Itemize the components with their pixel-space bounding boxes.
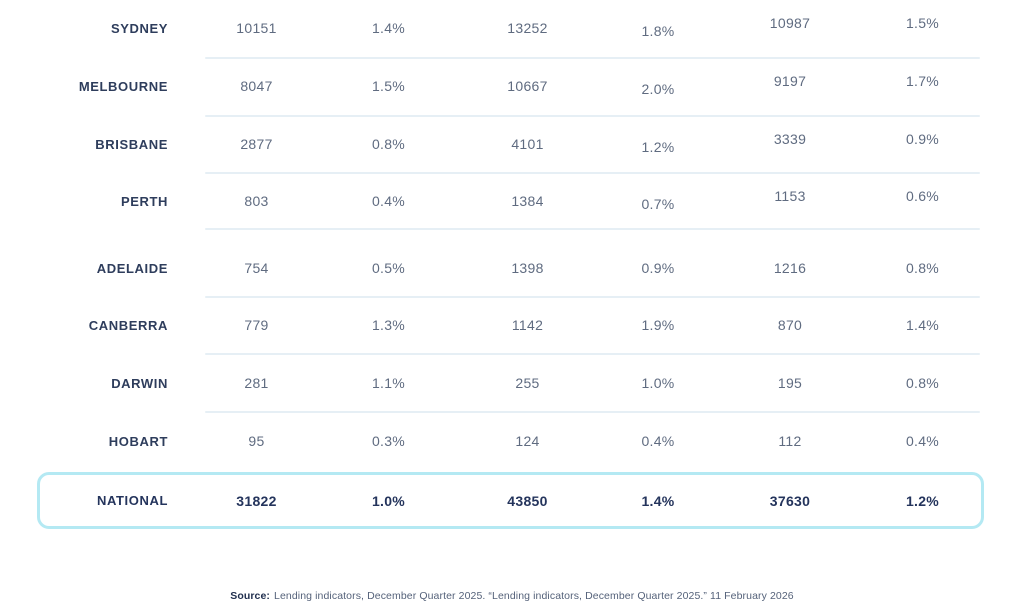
value-cell: 1.3%	[371, 317, 406, 333]
table-row-melbourne: MELBOURNE 8047 1.5% 10667 2.0% 9197 1.7%	[0, 58, 980, 114]
source-text: Lending indicators, December Quarter 202…	[274, 590, 794, 602]
city-label: CANBERRA	[88, 317, 168, 333]
value-cell: 10667	[507, 78, 548, 94]
value-cell: 0.9%	[641, 260, 675, 276]
value-cell: 10151	[236, 20, 277, 36]
value-cell: 8047	[240, 78, 273, 94]
city-label: DARWIN	[111, 375, 168, 391]
value-cell: 1398	[511, 260, 544, 276]
city-label: BRISBANE	[95, 136, 168, 152]
value-cell: 1.0%	[641, 375, 675, 391]
value-cell: 0.9%	[905, 131, 940, 147]
value-cell: 803	[244, 193, 269, 209]
value-cell: 195	[777, 375, 803, 391]
city-label: ADELAIDE	[96, 260, 168, 276]
value-cell: 255	[515, 375, 540, 391]
value-cell: 1216	[773, 260, 807, 276]
table-row-darwin: DARWIN 281 1.1% 255 1.0% 195 0.8%	[0, 355, 980, 411]
table-row-canberra: CANBERRA 779 1.3% 1142 1.9% 870 1.4%	[0, 297, 980, 353]
source-note: Source: Lending indicators, December Quar…	[0, 590, 1024, 602]
value-cell: 10987	[769, 15, 811, 31]
row-divider	[205, 411, 980, 413]
value-cell: 0.5%	[371, 260, 406, 276]
value-cell: 1384	[511, 193, 544, 209]
value-cell: 754	[244, 260, 269, 276]
value-cell: 0.3%	[371, 433, 406, 449]
row-divider	[205, 172, 980, 174]
table-row-national: NATIONAL 31822 1.0% 43850 1.4% 37630 1.2…	[0, 472, 980, 529]
value-cell: 0.7%	[641, 196, 675, 212]
value-cell: 0.8%	[905, 375, 940, 391]
value-cell: 1.9%	[641, 317, 675, 333]
city-label: NATIONAL	[97, 493, 168, 508]
row-divider	[205, 353, 980, 355]
value-cell: 1.4%	[905, 317, 940, 333]
value-cell: 779	[244, 317, 269, 333]
value-cell: 37630	[769, 492, 811, 509]
value-cell: 9197	[773, 73, 807, 89]
value-cell: 3339	[773, 131, 807, 147]
value-cell: 13252	[507, 20, 548, 36]
value-cell: 0.4%	[371, 193, 406, 209]
value-cell: 2.0%	[641, 81, 675, 97]
value-cell: 1.8%	[641, 23, 675, 39]
table-row-hobart: HOBART 95 0.3% 124 0.4% 112 0.4%	[0, 413, 980, 469]
value-cell: 1.5%	[905, 15, 940, 31]
row-divider	[205, 296, 980, 298]
value-cell: 4101	[511, 136, 544, 152]
table-row-adelaide: ADELAIDE 754 0.5% 1398 0.9% 1216 0.8%	[0, 240, 980, 296]
value-cell: 31822	[236, 492, 277, 509]
table-row-perth: PERTH 803 0.4% 1384 0.7% 1153 0.6%	[0, 173, 980, 229]
row-divider	[205, 57, 980, 59]
value-cell: 1142	[511, 317, 544, 333]
value-cell: 1153	[774, 188, 806, 204]
value-cell: 0.8%	[371, 136, 406, 152]
city-label: MELBOURNE	[78, 78, 168, 94]
value-cell: 1.5%	[371, 78, 406, 94]
value-cell: 0.6%	[905, 188, 940, 204]
value-cell: 1.7%	[905, 73, 940, 89]
value-cell: 124	[515, 433, 540, 449]
value-cell: 0.4%	[905, 433, 940, 449]
value-cell: 1.4%	[371, 20, 406, 36]
value-cell: 870	[777, 317, 803, 333]
city-label: HOBART	[108, 433, 168, 449]
value-cell: 281	[244, 375, 269, 391]
table-row-sydney: SYDNEY 10151 1.4% 13252 1.8% 10987 1.5%	[0, 0, 980, 56]
value-cell: 112	[778, 433, 802, 449]
national-highlight-box	[37, 472, 984, 529]
value-cell: 1.2%	[905, 492, 940, 509]
row-divider	[205, 115, 980, 117]
value-cell: 43850	[507, 492, 548, 509]
value-cell: 0.8%	[905, 260, 940, 276]
value-cell: 1.2%	[641, 139, 675, 155]
value-cell: 1.0%	[371, 492, 406, 509]
value-cell: 95	[248, 433, 265, 449]
value-cell: 1.4%	[641, 492, 675, 509]
row-divider	[205, 228, 980, 230]
city-label: SYDNEY	[110, 20, 168, 36]
table-row-brisbane: BRISBANE 2877 0.8% 4101 1.2% 3339 0.9%	[0, 116, 980, 172]
city-label: PERTH	[120, 193, 168, 209]
value-cell: 0.4%	[641, 433, 675, 449]
value-cell: 2877	[240, 136, 273, 152]
source-label: Source:	[230, 590, 271, 602]
value-cell: 1.1%	[371, 375, 406, 391]
